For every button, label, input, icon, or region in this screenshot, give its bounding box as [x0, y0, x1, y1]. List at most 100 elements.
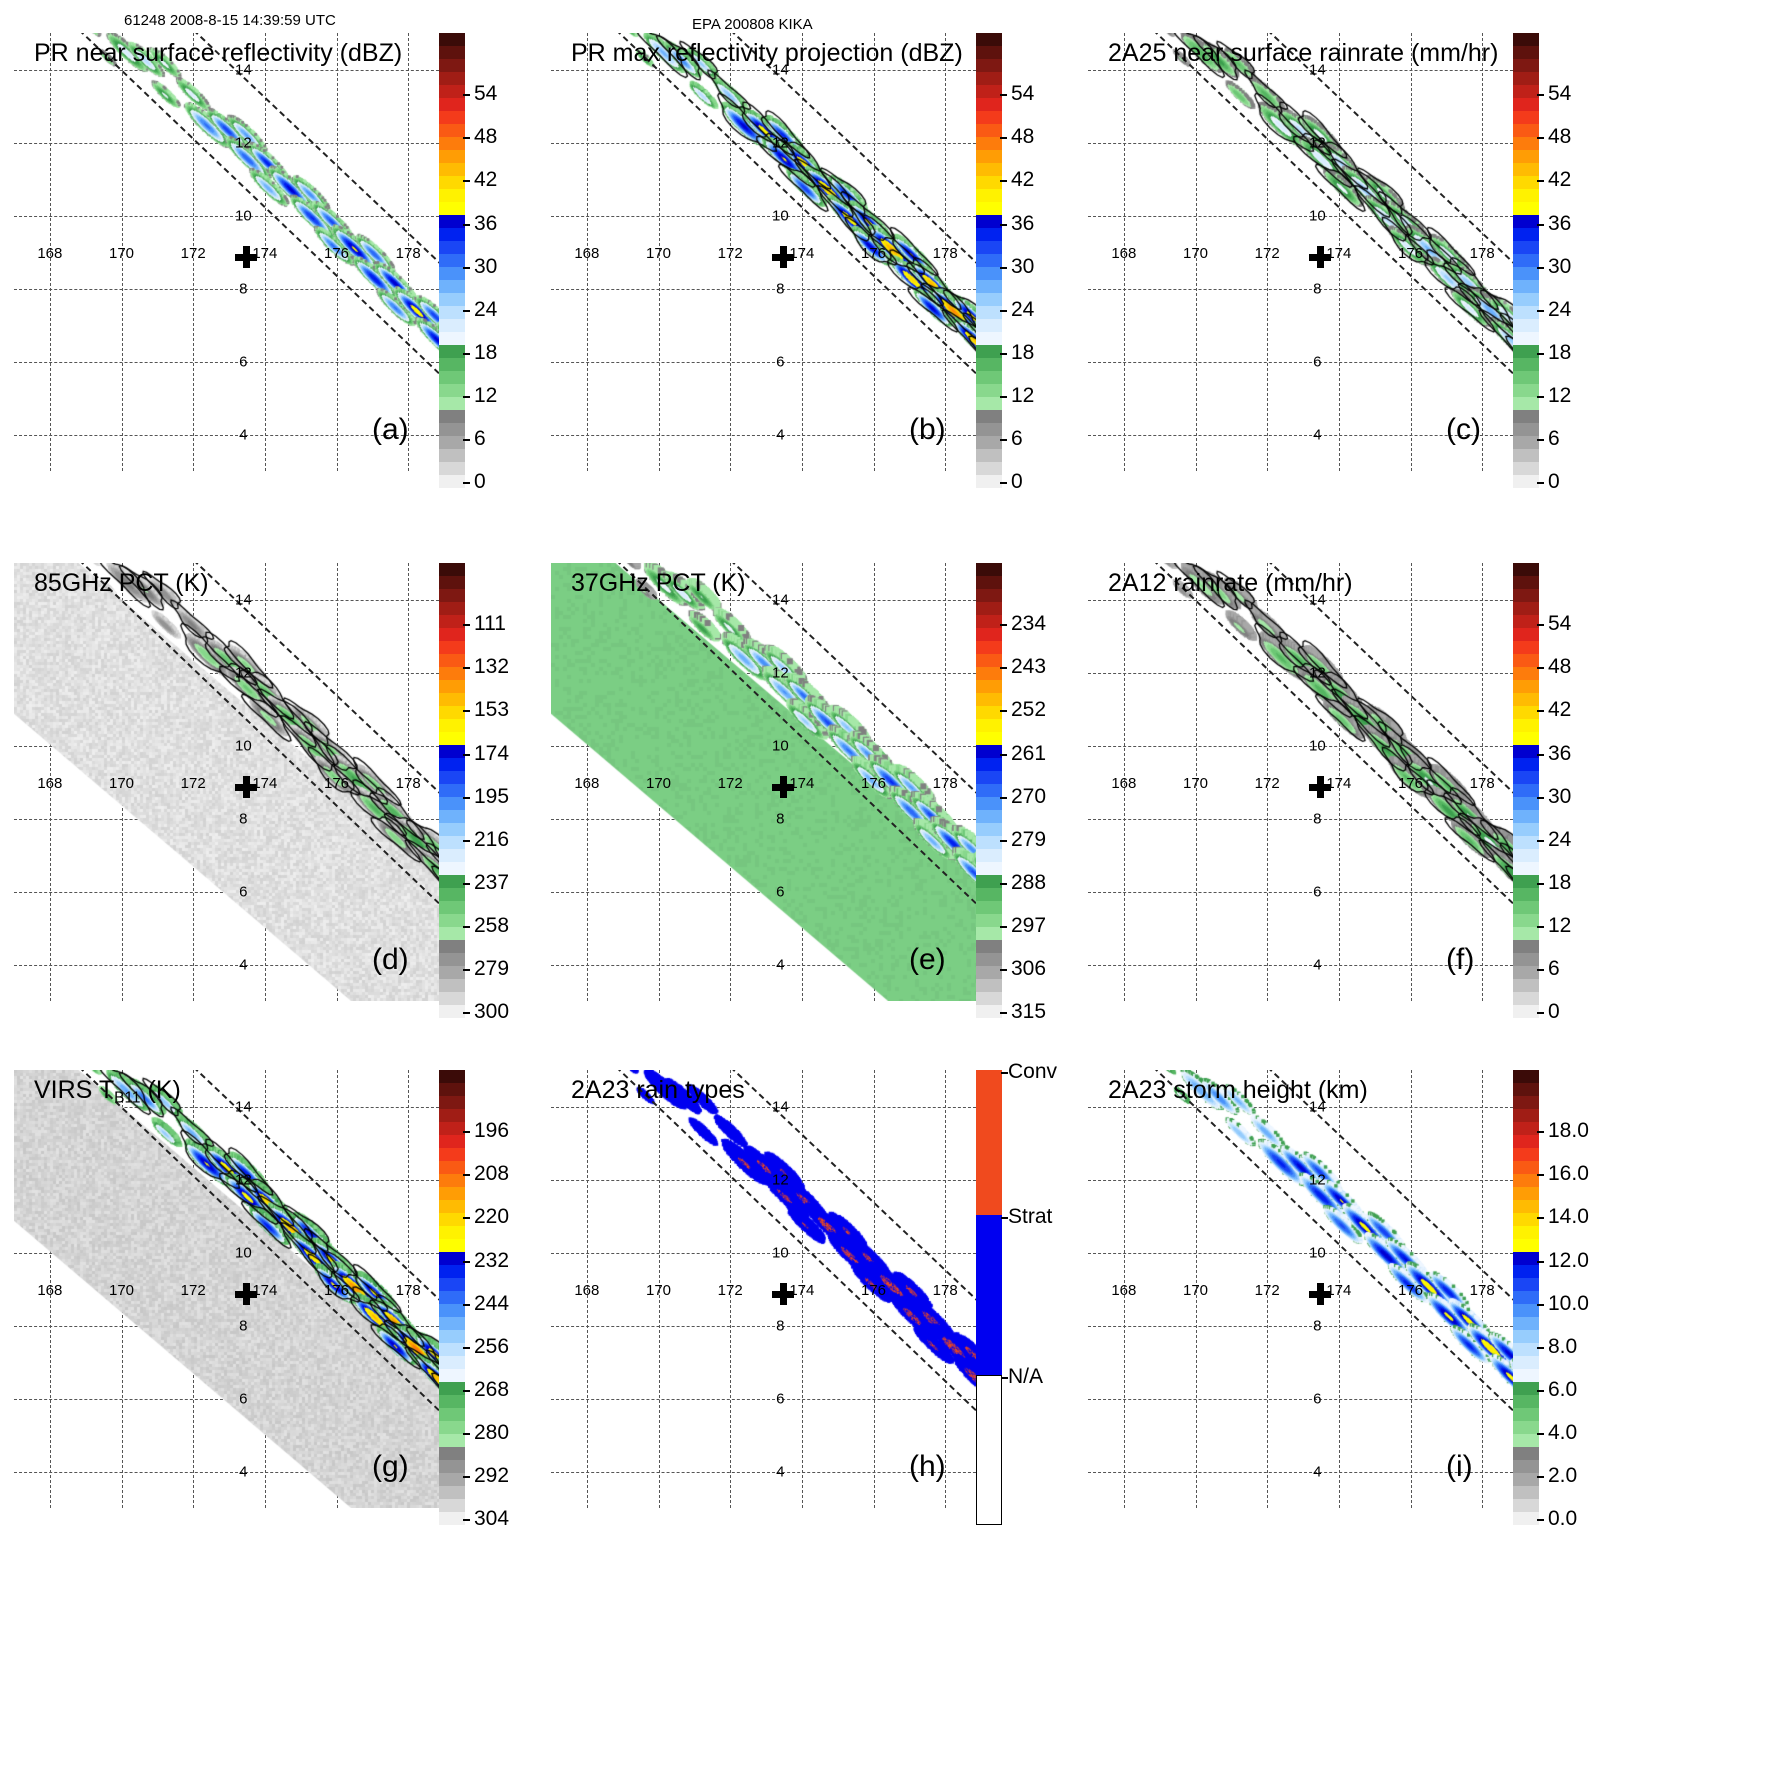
- colorbar-label: 243: [1011, 655, 1047, 679]
- colorbar-segment: [1513, 1408, 1539, 1421]
- colorbar-tick: [1537, 223, 1544, 226]
- colorbar-segment: [1513, 1005, 1539, 1018]
- colorbar-tick: [1000, 1012, 1007, 1015]
- y-tick-label: 6: [239, 353, 248, 370]
- y-tick-label: 8: [1313, 280, 1322, 297]
- colorbar-segment: [976, 953, 1002, 966]
- colorbar-segment: [1513, 1174, 1539, 1187]
- colorbar-segment: [1513, 966, 1539, 979]
- colorbar-segment: [439, 98, 465, 111]
- colorbar-segment: [439, 228, 465, 241]
- y-tick-label: 14: [234, 591, 252, 608]
- colorbar-segment: [1513, 862, 1539, 875]
- colorbar-segment: [1513, 111, 1539, 124]
- colorbar-tick: [1000, 624, 1007, 627]
- colorbar-segment: [976, 345, 1002, 358]
- colorbar-tick: [463, 1476, 470, 1479]
- colorbar-segment: [439, 966, 465, 979]
- x-tick-label: 168: [1111, 245, 1137, 263]
- colorbar-label: 18: [1548, 870, 1572, 894]
- y-tick-label: 8: [239, 1317, 248, 1334]
- colorbar-tick: [463, 926, 470, 929]
- colorbar-segment: [1513, 641, 1539, 654]
- colorbar-label: 54: [1011, 82, 1035, 106]
- colorbar-segment: [976, 849, 1002, 862]
- colorbar-segment: [1513, 1460, 1539, 1473]
- colorbar-segment: [439, 85, 465, 98]
- x-tick-label: 178: [1469, 775, 1495, 793]
- y-tick-label: 8: [776, 810, 785, 827]
- colorbar-segment: [439, 267, 465, 280]
- colorbar-segment: [439, 1512, 465, 1525]
- y-tick-label: 6: [776, 883, 785, 900]
- colorbar-segment: [1513, 1421, 1539, 1434]
- colorbar-tick: [1000, 266, 1007, 269]
- colorbar-segment: [976, 615, 1002, 628]
- colorbar-segment: [1513, 202, 1539, 215]
- x-tick-label: 168: [37, 245, 63, 263]
- colorbar-label: 24: [1548, 827, 1572, 851]
- colorbar-tick: [1001, 1072, 1008, 1074]
- colorbar-segment: [976, 137, 1002, 150]
- colorbar-label: 36: [1011, 211, 1035, 235]
- colorbar-tick: [1001, 1377, 1008, 1379]
- colorbar-segment: [1513, 1265, 1539, 1278]
- colorbar-segment: [439, 1434, 465, 1447]
- colorbar-segment: [439, 1096, 465, 1109]
- colorbar-segment: [1513, 1512, 1539, 1525]
- colorbar-tick: [463, 796, 470, 799]
- y-tick-label: 14: [1308, 61, 1326, 78]
- colorbar-segment: [439, 1317, 465, 1330]
- colorbar-tick: [463, 1217, 470, 1220]
- colorbar-label: 237: [474, 870, 510, 894]
- header-center: EPA 200808 KIKA: [692, 16, 813, 33]
- colorbar-segment: [1513, 1369, 1539, 1382]
- colorbar-segment: [439, 202, 465, 215]
- colorbar-tick: [463, 839, 470, 842]
- colorbar-label: 12.0: [1548, 1248, 1589, 1272]
- colorbar-segment: [439, 1343, 465, 1356]
- colorbar-segment: [439, 1109, 465, 1122]
- colorbar-segment: [439, 1486, 465, 1499]
- colorbar-segment: [439, 784, 465, 797]
- colorbar-segment: [1513, 475, 1539, 488]
- storm-center-cross-icon: [1308, 246, 1331, 269]
- colorbar-tick: [1000, 753, 1007, 756]
- colorbar-segment: [439, 215, 465, 228]
- colorbar-label: 18.0: [1548, 1119, 1589, 1143]
- colorbar-tick: [1537, 969, 1544, 972]
- colorbar-segment: [1513, 680, 1539, 693]
- colorbar-segment: [1513, 693, 1539, 706]
- colorbar-label: 208: [474, 1162, 510, 1186]
- colorbar-label: 288: [1011, 870, 1047, 894]
- colorbar-tick: [1537, 94, 1544, 97]
- colorbar-segment: [439, 862, 465, 875]
- storm-center-cross-icon: [1308, 776, 1331, 799]
- colorbar-segment: [976, 176, 1002, 189]
- colorbar-segment: [1513, 215, 1539, 228]
- colorbar-segment: [1513, 280, 1539, 293]
- colorbar-segment: [1513, 602, 1539, 615]
- colorbar-segment: [1513, 150, 1539, 163]
- colorbar-segment: [1513, 1122, 1539, 1135]
- colorbar-tick: [1537, 1012, 1544, 1015]
- colorbar-label: 304: [474, 1507, 510, 1531]
- x-tick-label: 176: [860, 245, 887, 263]
- y-tick-label: 6: [239, 1390, 248, 1407]
- colorbar-label: 0: [1548, 1000, 1560, 1024]
- colorbar-tick: [463, 439, 470, 442]
- colorbar-tick: [1000, 137, 1007, 140]
- colorbar-segment: [1513, 784, 1539, 797]
- y-tick-label: 4: [239, 426, 248, 443]
- colorbar-segment: [439, 150, 465, 163]
- colorbar-tick: [463, 137, 470, 140]
- colorbar-segment: [439, 1304, 465, 1317]
- colorbar-segment: [976, 927, 1002, 940]
- colorbar-label: N/A: [1008, 1365, 1044, 1388]
- colorbar-label: 24: [474, 297, 498, 321]
- colorbar: [976, 33, 1002, 488]
- colorbar-segment: [1513, 319, 1539, 332]
- colorbar-segment: [976, 150, 1002, 163]
- colorbar: [439, 33, 465, 488]
- colorbar-label: 252: [1011, 698, 1047, 722]
